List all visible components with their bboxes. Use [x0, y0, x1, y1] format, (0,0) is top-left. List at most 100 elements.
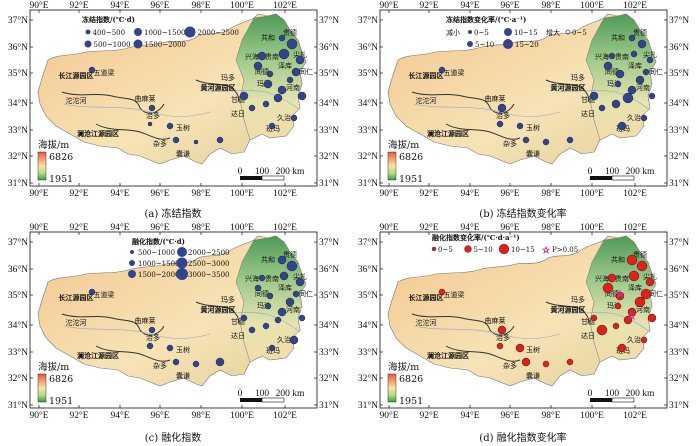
place-label-tuotuohe: 沱沱河	[416, 318, 437, 327]
zone-boundary	[95, 345, 171, 362]
place-label-guinan: 贵南	[265, 52, 279, 61]
legend-item: 2500~3000	[188, 260, 230, 268]
star-marker: ☆	[628, 312, 636, 322]
scale-label-200: 200 km	[626, 167, 655, 177]
station-marker	[521, 357, 531, 367]
legend-symbol	[498, 243, 510, 255]
lon-tick-label-top: 102°E	[273, 0, 297, 11]
legend-item: 500~1000	[138, 249, 175, 257]
zone-boundary	[445, 123, 521, 140]
place-label-zhiduo: 治多	[496, 333, 510, 342]
lat-tick-label-right: 36°N	[669, 42, 689, 53]
lat-tick-label-right: 37°N	[319, 237, 339, 248]
lon-tick-label-bottom: 102°E	[623, 188, 647, 199]
station-marker	[268, 344, 276, 352]
lat-tick-label-left: 37°N	[358, 237, 378, 248]
place-label-jianzha: 尖扎	[643, 272, 657, 281]
station-marker	[248, 326, 256, 334]
elevation-min: 1951	[399, 396, 423, 407]
station-marker	[603, 61, 613, 71]
place-label-dari: 达日	[581, 109, 595, 118]
lat-tick-label-right: 36°N	[319, 42, 339, 53]
place-label-gande: 甘德	[581, 317, 595, 326]
station-marker	[626, 254, 638, 266]
legend-item: 1500~2000	[138, 271, 180, 279]
place-label-zhiduo: 治多	[496, 111, 510, 120]
station-marker	[277, 307, 287, 317]
station-marker	[88, 66, 96, 74]
station-marker	[193, 139, 199, 145]
lon-tick-label-bottom: 90°E	[29, 188, 48, 199]
place-label-gande: 甘德	[231, 317, 245, 326]
lat-tick-label-left: 36°N	[8, 42, 28, 53]
place-label-gande: 甘德	[581, 95, 595, 104]
station-marker	[628, 270, 640, 282]
legend-symbol	[128, 270, 136, 278]
scale-label-0: 0	[238, 389, 243, 399]
place-label-tongde: 同德	[255, 67, 269, 76]
lon-tick-label-bottom: 92°E	[69, 410, 88, 421]
place-label-zaduo: 杂多	[153, 139, 167, 148]
lat-tick-label-right: 35°N	[669, 68, 689, 79]
station-marker	[239, 91, 249, 101]
scale-bar: 0 100 200 km	[588, 389, 655, 403]
station-marker	[289, 335, 299, 345]
place-label-xinghai: 兴海	[595, 274, 609, 283]
lon-tick-label-top: 96°E	[150, 0, 169, 11]
lon-tick-label-bottom: 94°E	[460, 410, 479, 421]
station-marker	[617, 121, 627, 131]
elevation-title: 海拔/m	[388, 139, 419, 151]
place-label-tongren: 同仁	[649, 67, 663, 76]
station-marker	[240, 314, 248, 322]
place-label-guide: 贵德	[283, 28, 297, 37]
station-marker	[497, 103, 507, 113]
place-label-qumalai: 曲麻莱	[485, 316, 506, 325]
legend-item: 0~5	[572, 29, 587, 37]
lon-tick-label-top: 102°E	[623, 0, 647, 11]
scale-label-200: 200 km	[276, 167, 305, 177]
station-marker	[637, 39, 647, 49]
place-label-jiuzhi: 久治	[627, 113, 641, 122]
station-marker	[295, 55, 305, 65]
station-marker	[278, 48, 290, 60]
legend-symbol	[467, 41, 473, 47]
lat-tick-label-left: 32°N	[8, 151, 28, 162]
lon-tick-label-bottom: 98°E	[541, 410, 560, 421]
lat-tick-label-left: 31°N	[358, 178, 378, 189]
station-marker	[262, 322, 270, 330]
lon-tick-label-top: 100°E	[580, 222, 604, 233]
legend-item: 1000~1500	[138, 260, 180, 268]
lon-tick-label-bottom: 94°E	[460, 188, 479, 199]
station-marker	[266, 292, 274, 300]
station-marker	[285, 297, 295, 307]
station-marker	[648, 92, 656, 100]
scale-label-0: 0	[588, 167, 593, 177]
station-marker	[262, 100, 270, 108]
station-marker	[148, 104, 156, 112]
elevation-title: 海拔/m	[388, 361, 419, 373]
lat-tick-label-left: 35°N	[8, 68, 28, 79]
station-marker	[438, 288, 446, 296]
place-label-zaduo: 杂多	[153, 361, 167, 370]
place-label-jiangyuan-zone: 长江源园区	[59, 293, 94, 302]
station-marker	[598, 104, 606, 112]
station-marker	[634, 296, 646, 308]
river	[549, 89, 651, 111]
place-label-tongde: 同德	[605, 289, 619, 298]
lon-tick-label-top: 94°E	[110, 222, 129, 233]
station-marker	[216, 136, 224, 144]
place-label-zhiduo: 治多	[146, 333, 160, 342]
place-label-wudaoliang: 五道梁	[444, 290, 465, 299]
lon-tick-label-bottom: 96°E	[500, 410, 519, 421]
legend-title: 冻结指数/(℃·d)	[82, 15, 135, 24]
place-label-gonghe: 共和	[611, 255, 625, 264]
zone-boundary	[195, 79, 239, 103]
station-marker	[298, 314, 306, 322]
station-marker	[640, 336, 648, 344]
river	[63, 325, 211, 339]
place-label-wudaoliang: 五道梁	[444, 68, 465, 77]
place-label-maduo: 玛多	[221, 73, 235, 82]
legend-symbol	[133, 39, 143, 49]
